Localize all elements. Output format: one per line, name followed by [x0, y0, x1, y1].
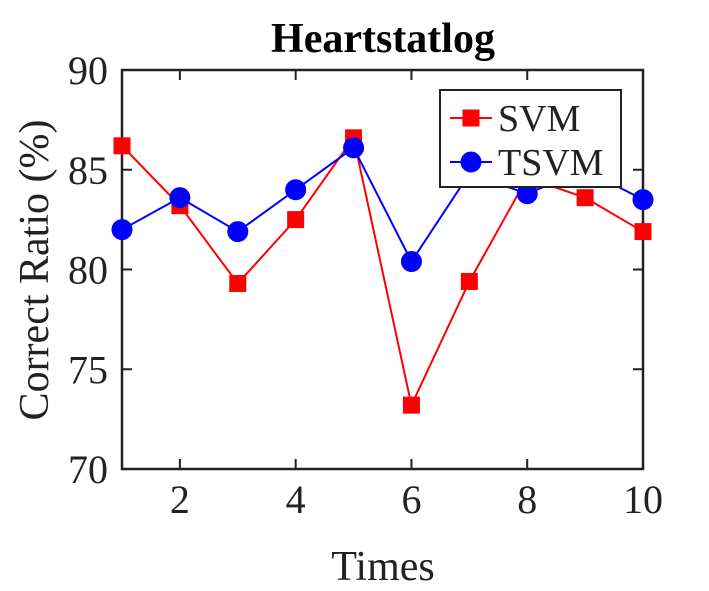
data-point-svm [287, 211, 305, 229]
x-tick-label: 4 [286, 477, 306, 522]
legend-label-svm: SVM [498, 98, 580, 140]
y-axis-label: Correct Ratio (%) [12, 120, 58, 421]
data-point-svm [576, 189, 594, 207]
data-point-svm [229, 274, 247, 292]
data-point-tsvm [632, 189, 654, 211]
x-tick-label: 10 [623, 477, 663, 522]
data-point-tsvm [111, 219, 133, 241]
data-point-svm [113, 137, 131, 155]
data-point-svm [634, 223, 652, 241]
data-point-tsvm [400, 251, 422, 273]
x-tick-label: 6 [401, 477, 421, 522]
legend-label-tsvm: TSVM [498, 142, 604, 184]
data-point-tsvm [343, 137, 365, 159]
y-tick-label: 70 [68, 447, 108, 492]
data-point-svm [402, 396, 420, 414]
y-tick-label: 85 [68, 148, 108, 193]
legend-marker-tsvm [460, 151, 482, 173]
chart-title: Heartstatlog [271, 16, 495, 62]
y-tick-label: 80 [68, 248, 108, 293]
y-tick-label: 90 [68, 48, 108, 93]
x-tick-label: 2 [170, 477, 190, 522]
data-point-tsvm [285, 179, 307, 201]
y-tick-label: 75 [68, 347, 108, 392]
data-point-svm [460, 272, 478, 290]
x-axis-label: Times [331, 544, 435, 590]
data-point-tsvm [227, 221, 249, 243]
x-tick-label: 8 [517, 477, 537, 522]
data-point-tsvm [169, 187, 191, 209]
legend-marker-svm [462, 109, 480, 127]
